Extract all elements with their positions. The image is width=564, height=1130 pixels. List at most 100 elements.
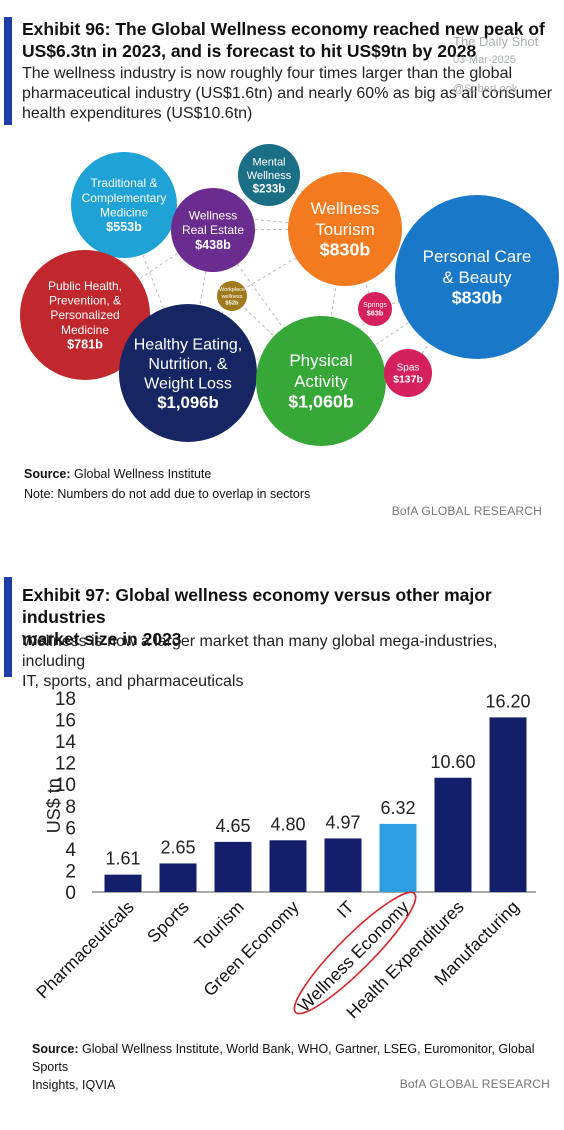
watermark-site: The Daily Shot (453, 34, 539, 49)
exhibit-accent-bar (4, 17, 12, 125)
exhibit-97-panel: Exhibit 97: Global wellness economy vers… (0, 570, 564, 1093)
bubble-circle (358, 292, 392, 326)
bubble-value: $1,096b (157, 393, 219, 412)
bubble-physical-activity: Physical Activity$1,060b (256, 316, 386, 446)
brand-label: BofA GLOBAL RESEARCH (391, 504, 542, 518)
bar-value-label: 4.80 (270, 814, 305, 834)
bubble-circle (395, 195, 559, 359)
bubble-label: Spas (397, 362, 420, 373)
bubble-value: $52b (225, 301, 239, 307)
bar-value-label: 16.20 (485, 691, 530, 711)
bubble-label: Traditional & (91, 176, 158, 190)
y-axis-label: US$ tn (44, 778, 64, 833)
bubble-chart: Traditional &ComplementaryMedicine$553bW… (20, 144, 559, 446)
source-label: Source: (24, 467, 71, 481)
bubble-label: Medicine (100, 206, 148, 220)
bubble-label: Wellness (189, 209, 237, 223)
bar-health-expenditures (434, 777, 472, 892)
bubble-circle (288, 172, 402, 286)
x-tick-label: Sports (143, 897, 193, 947)
bar-value-label: 4.65 (215, 816, 250, 836)
y-tick-label: 12 (55, 754, 76, 775)
source-text-2: Insights, IQVIA (32, 1078, 116, 1092)
bubble-circle (119, 304, 257, 442)
exhibit-96-title: Exhibit 96: The Global Wellness economy … (22, 18, 546, 62)
bubble-value: $63b (367, 309, 384, 318)
bubble-value: $781b (67, 337, 103, 351)
bubble-label: Personalized (50, 308, 119, 322)
y-tick-label: 18 (55, 689, 76, 710)
exhibit-96-title-line2: US$6.3tn in 2023, and is forecast to hit… (22, 41, 477, 61)
bubble-public-health-prevention-personalized-medicine: Public Health,Prevention, &PersonalizedM… (20, 250, 150, 380)
bubble-label: Springs (363, 302, 387, 309)
bubble-value: $438b (195, 238, 231, 252)
bar-value-label: 10.60 (430, 752, 475, 772)
brand-label: BofA GLOBAL RESEARCH (399, 1077, 550, 1091)
exhibit-97-title-line2: market size in 2023 (22, 629, 182, 649)
exhibit-96-source: Source: Global Wellness Institute (24, 465, 211, 483)
bubble-label: Complementary (82, 191, 167, 205)
exhibit-97-source: Source: Global Wellness Institute, World… (32, 1040, 564, 1094)
exhibit-96-subtitle-line2: pharmaceutical industry (US$1.6tn) and n… (22, 85, 553, 102)
bubble-label: Activity (294, 372, 348, 391)
y-tick-label: 14 (55, 732, 77, 753)
y-tick-label: 10 (55, 775, 76, 796)
exhibit-96-panel: Exhibit 96: The Global Wellness economy … (0, 0, 564, 530)
bubble-label: Personal Care (423, 247, 532, 266)
bubble-circle (256, 316, 386, 446)
bubble-label: & Beauty (443, 268, 512, 287)
bar-value-label: 4.97 (325, 812, 360, 832)
bubble-personal-care-beauty: Personal Care & Beauty$830b (395, 195, 559, 359)
bubble-label: Nutrition, & (148, 356, 227, 373)
bar-tourism (214, 841, 252, 892)
bubble-label: Medicine (61, 323, 109, 337)
bar-value-label: 2.65 (160, 837, 195, 857)
bar-sports (159, 863, 197, 892)
exhibit-96-subtitle-line1: The wellness industry is now roughly fou… (22, 65, 513, 82)
bubble-circle (171, 188, 255, 272)
bubble-spas: Spas$137b (384, 349, 432, 397)
bubble-value: $830b (452, 288, 503, 308)
watermark-date: 03-Mar-2025 (453, 54, 516, 66)
bubble-mental-wellness: Mental Wellness$233b (238, 144, 300, 206)
bar-it (324, 838, 362, 892)
bubble-circle (217, 281, 247, 311)
bubble-wellness-tourism: Wellness Tourism$830b (288, 172, 402, 286)
bubble-springs: Springs$63b (358, 292, 392, 326)
x-tick-label: Pharmaceuticals (32, 897, 138, 1003)
bar-value-label: 1.61 (105, 849, 140, 869)
exhibit-97-title: Exhibit 97: Global wellness economy vers… (22, 584, 546, 650)
bubble-value: $233b (253, 183, 286, 195)
bubble-label: wellness (220, 294, 242, 300)
exhibit-96-subtitle-line3: health expenditures (US$10.6tn) (22, 105, 253, 122)
y-tick-label: 4 (65, 840, 76, 861)
highlight-ellipse (293, 891, 417, 1015)
exhibit-97-title-line1: Exhibit 97: Global wellness economy vers… (22, 585, 492, 627)
exhibit-97-subtitle-line2: IT, sports, and pharmaceuticals (22, 673, 244, 690)
bar-value-label: 6.32 (380, 798, 415, 818)
bubble-circle (238, 144, 300, 206)
y-tick-label: 2 (65, 861, 76, 882)
y-tick-label: 0 (65, 883, 76, 904)
exhibit-96-subtitle: The wellness industry is now roughly fou… (22, 64, 554, 124)
bar-manufacturing (489, 717, 527, 892)
bar-wellness-economy (379, 823, 417, 892)
exhibit-96-title-line1: Exhibit 96: The Global Wellness economy … (22, 19, 545, 39)
source-text: Global Wellness Institute, World Bank, W… (32, 1042, 535, 1074)
y-tick-label: 6 (65, 818, 76, 839)
source-text: Global Wellness Institute (70, 467, 212, 481)
bar-green-economy (269, 840, 307, 892)
bubble-healthy-eating-nutrition-weight-loss: Healthy Eating, Nutrition, & Weight Loss$1… (119, 304, 257, 442)
exhibit-97-subtitle-line1: Wellness is now a larger market than man… (22, 633, 498, 670)
x-tick-label: Green Economy (199, 897, 303, 1001)
watermark-handle: @SoberLook (453, 83, 518, 95)
bubble-value: $830b (320, 240, 371, 260)
bubble-label: Physical (289, 351, 352, 370)
bubble-label: Workplace (219, 287, 245, 293)
bubble-label: Prevention, & (49, 294, 121, 308)
exhibit-96-note: Note: Numbers do not add due to overlap … (24, 487, 311, 501)
bar-pharmaceuticals (104, 874, 142, 892)
